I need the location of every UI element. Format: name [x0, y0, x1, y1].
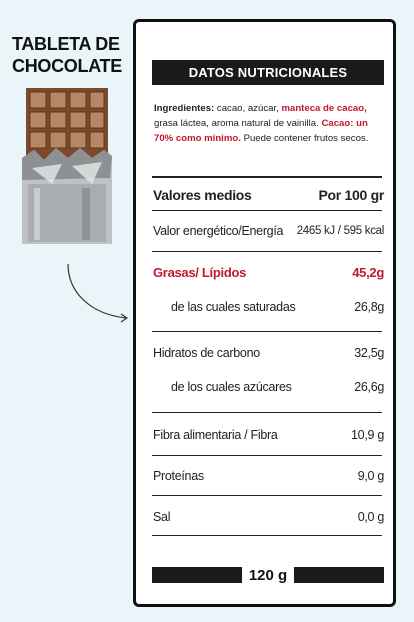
header-value: Por 100 gr [318, 187, 385, 203]
ingredients-text: Ingredientes: cacao, azúcar, manteca de … [154, 101, 384, 146]
ingredients-label: Ingredientes: [154, 103, 215, 114]
row-label: de las cuales saturadas [171, 300, 296, 314]
table-row-energy: Valor energético/Energía 2465 kJ / 595 k… [153, 221, 384, 241]
row-value: 0,0 g [357, 510, 385, 524]
row-value: 45,2g [352, 264, 384, 280]
table-row-sugars: de los cuales azúcares 26,6g [153, 377, 384, 397]
divider [152, 176, 382, 178]
product-title-line2: CHOCOLATE [12, 56, 122, 76]
net-weight-bar: 120 g [152, 565, 385, 585]
ingredients-highlight: manteca de cacao, [281, 103, 367, 114]
row-label: Sal [153, 510, 171, 524]
divider [152, 210, 382, 211]
row-label: Valor energético/Energía [153, 224, 284, 238]
table-header-row: Valores medios Por 100 gr [153, 185, 384, 205]
weight-bar-right [294, 567, 385, 583]
weight-bar-left [152, 567, 242, 583]
table-row-carbs: Hidratos de carbono 32,5g [153, 343, 384, 363]
ingredients-part: cacao, azúcar, [214, 103, 282, 114]
row-label: Grasas/ Lípidos [153, 264, 247, 280]
divider [152, 251, 382, 252]
table-row-protein: Proteínas 9,0 g [153, 466, 384, 486]
ingredients-part: grasa láctea, aroma natural de vainilla. [154, 118, 322, 129]
row-value: 32,5g [354, 346, 384, 360]
table-row-fat: Grasas/ Lípidos 45,2g [153, 262, 384, 282]
divider [152, 495, 382, 496]
row-value: 10,9 g [351, 428, 384, 442]
net-weight: 120 g [248, 566, 288, 584]
table-row-fiber: Fibra alimentaria / Fibra 10,9 g [153, 425, 384, 445]
ingredients-highlight: Cacao: un 70% como mínimo. [154, 118, 368, 144]
divider [152, 455, 382, 456]
row-value: 9,0 g [357, 469, 385, 483]
row-label: Hidratos de carbono [153, 346, 260, 360]
row-value: 26,8g [354, 300, 384, 314]
divider [152, 331, 382, 332]
divider [152, 412, 382, 413]
row-label: Proteínas [153, 469, 204, 483]
product-title: TABLETA DE CHOCOLATE [12, 33, 132, 77]
row-label: Fibra alimentaria / Fibra [153, 428, 278, 442]
table-row-salt: Sal 0,0 g [153, 507, 384, 527]
row-value: 26,6g [354, 380, 384, 394]
divider [152, 535, 382, 536]
header-label: Valores medios [153, 187, 252, 203]
pointer-arrow-icon [67, 263, 129, 323]
row-label: de los cuales azúcares [171, 380, 292, 394]
table-row-saturated: de las cuales saturadas 26,8g [153, 297, 384, 317]
product-title-line1: TABLETA DE [12, 34, 120, 54]
row-value: 2465 kJ / 595 kcal [296, 225, 385, 237]
chocolate-bar-illustration [22, 88, 112, 244]
nutrition-label: DATOS NUTRICIONALES Ingredientes: cacao,… [133, 19, 396, 607]
ingredients-part: Puede contener frutos secos. [240, 133, 369, 144]
label-header: DATOS NUTRICIONALES [152, 60, 384, 85]
